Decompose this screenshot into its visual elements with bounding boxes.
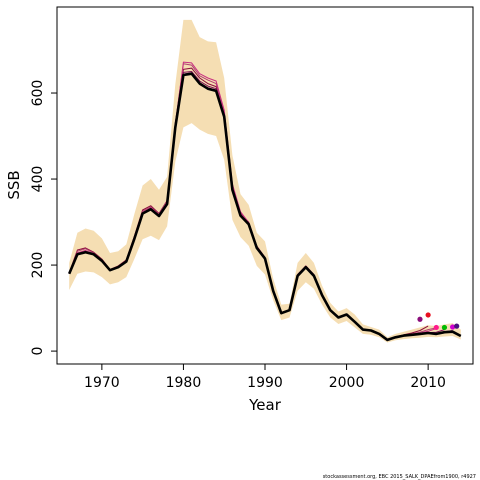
points-layer — [417, 312, 460, 331]
terminal-point-2 — [433, 324, 439, 331]
series-line-retro-peel-0 — [68, 67, 429, 340]
x-axis: 1970 1980 1990 2000 2010 — [84, 364, 446, 391]
y-tick-label: 600 — [30, 80, 46, 107]
confidence-band — [69, 19, 461, 343]
series-line-retro-peel-4 — [68, 72, 453, 341]
plot-frame — [56, 6, 474, 365]
y-tick-label: 200 — [30, 252, 46, 279]
x-tick-label: 1990 — [247, 375, 283, 391]
x-tick-label: 1980 — [166, 375, 202, 391]
series-line-retro-peel-3 — [68, 71, 445, 341]
y-axis-title: SSB — [5, 170, 23, 199]
x-axis-title: Year — [248, 396, 282, 414]
series-line-final-estimate — [68, 72, 462, 342]
terminal-point-3 — [441, 324, 448, 331]
series-line-retro-peel-2 — [68, 61, 437, 341]
x-tick-label: 2000 — [329, 375, 365, 391]
terminal-point-0 — [417, 316, 423, 322]
y-tick-label: 0 — [30, 347, 46, 356]
series-layer — [68, 61, 462, 342]
y-axis: 0 200 400 600 — [30, 80, 57, 356]
x-tick-label: 2010 — [410, 375, 446, 391]
terminal-point-1 — [425, 312, 431, 318]
footnote: stockassessment.org, EBC 2015_SALK_DPAEf… — [322, 474, 476, 480]
terminal-point-5 — [454, 323, 460, 329]
series-line-retro-peel-1 — [68, 63, 437, 341]
confidence-band-layer — [69, 19, 461, 343]
y-tick-label: 400 — [30, 166, 46, 193]
x-tick-label: 1970 — [84, 375, 120, 391]
terminal-point-4 — [450, 324, 456, 330]
